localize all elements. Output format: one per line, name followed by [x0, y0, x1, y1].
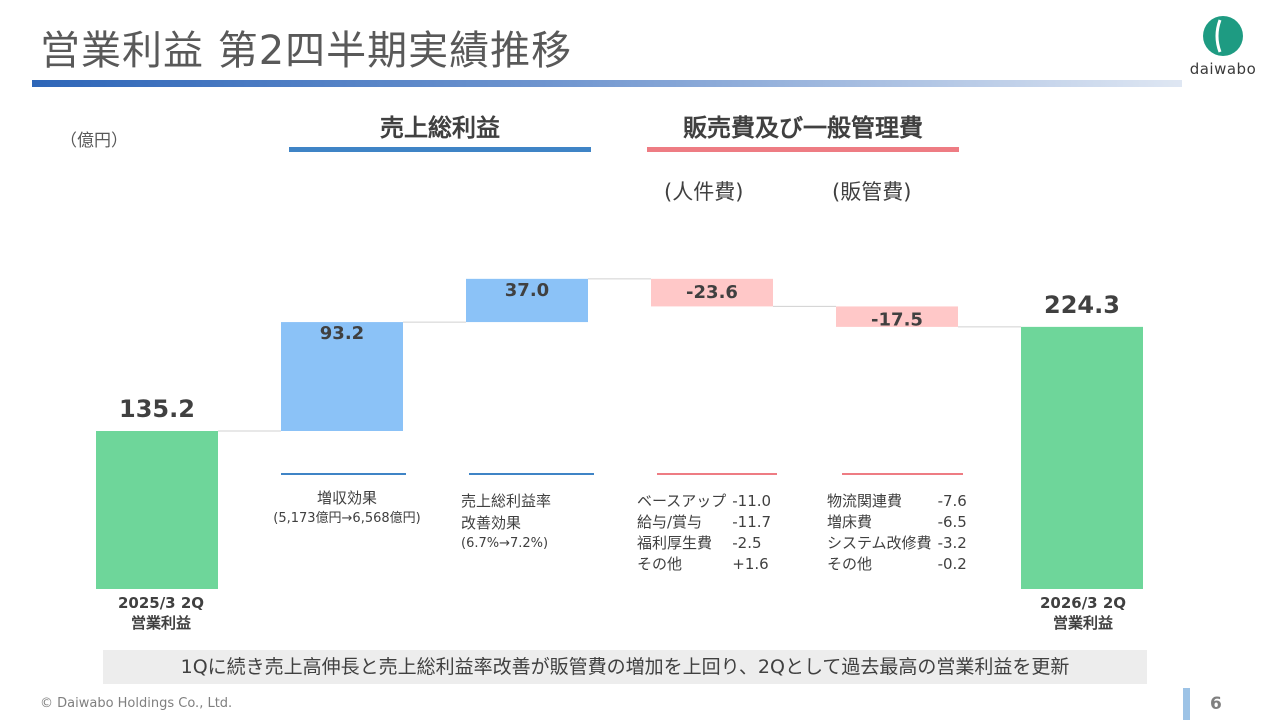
- bar-step: [466, 278, 588, 323]
- section-sga-rule: [647, 147, 959, 152]
- category-start-line1: 2025/3 2Q: [117, 594, 205, 612]
- title-underline: [32, 80, 1182, 87]
- section-gross-profit-heading: 売上総利益: [380, 114, 500, 142]
- bar-step-value-label: -17.5: [871, 309, 923, 330]
- margin-effect-note: 売上総利益率 改善効果 (6.7%→7.2%): [461, 490, 551, 554]
- summary-banner: 1Qに続き売上高伸長と売上総利益率改善が販管費の増加を上回り、2Qとして過去最高…: [103, 650, 1147, 684]
- sga-breakdown-row: 物流関連費 -7.6: [827, 491, 978, 512]
- margin-effect-line2: 改善効果: [461, 514, 522, 532]
- personnel-breakdown-value: +1.6: [732, 555, 769, 573]
- section-sga-heading: 販売費及び一般管理費: [683, 114, 923, 142]
- sga-personnel-heading: (人件費): [664, 180, 744, 204]
- sga-breakdown-item: その他: [827, 555, 873, 573]
- bar-end-value-label: 224.3: [1044, 291, 1120, 319]
- personnel-breakdown-row: その他 +1.6: [637, 554, 782, 575]
- page-title: 営業利益 第2四半期実績推移: [40, 28, 573, 74]
- bar-step-value-label: 37.0: [505, 280, 549, 301]
- sga-breakdown-table: 物流関連費 -7.6 増床費 -6.5 システム改修費 -3.2 その他 -0.2: [827, 491, 978, 575]
- bar-step: [651, 278, 773, 307]
- logo-text: daiwabo: [1189, 60, 1257, 78]
- personnel-breakdown-item: 福利厚生費: [637, 534, 713, 552]
- personnel-breakdown-row: ベースアップ -11.0: [637, 491, 782, 512]
- personnel-breakdown-value: -11.0: [732, 492, 772, 510]
- margin-effect-detail: (6.7%→7.2%): [461, 536, 549, 551]
- bar-start: [96, 431, 218, 589]
- category-start-line2: 営業利益: [130, 614, 191, 632]
- revenue-effect-detail: (5,173億円→6,568億円): [273, 511, 421, 526]
- sga-breakdown-value: -7.6: [937, 492, 967, 510]
- bar-step: [836, 306, 958, 327]
- revenue-effect-note: 増収効果 (5,173億円→6,568億円): [262, 487, 432, 529]
- sga-sales-heading: (販管費): [832, 180, 912, 204]
- personnel-breakdown-row: 福利厚生費 -2.5: [637, 533, 782, 554]
- unit-label: （億円）: [60, 131, 128, 151]
- section-gross-profit-rule: [289, 147, 591, 152]
- sga-breakdown-row: 増床費 -6.5: [827, 512, 978, 533]
- bar-step: [281, 322, 403, 431]
- bar-step-value-label: -23.6: [686, 282, 738, 303]
- bar-start-value-label: 135.2: [119, 395, 195, 423]
- category-start-label: 2025/3 2Q 営業利益: [95, 593, 227, 633]
- sga-breakdown-value: -3.2: [937, 534, 967, 552]
- sga-breakdown-row: その他 -0.2: [827, 554, 978, 575]
- page-number-accent: [1183, 688, 1190, 720]
- waterfall-chart: 135.2 93.2 37.0 -23.6 -17.5 224.3: [96, 278, 1143, 589]
- revenue-effect-title: 増収効果: [316, 489, 377, 507]
- sga-breakdown-item: 物流関連費: [827, 492, 903, 510]
- category-end-line1: 2026/3 2Q: [1039, 594, 1127, 612]
- copyright-footer: © Daiwabo Holdings Co., Ltd.: [40, 696, 233, 711]
- personnel-breakdown-table: ベースアップ -11.0 給与/賞与 -11.7 福利厚生費 -2.5 その他 +1.6: [637, 491, 782, 575]
- personnel-breakdown-value: -2.5: [732, 534, 762, 552]
- company-logo: daiwabo: [1178, 14, 1268, 84]
- sga-breakdown-value: -0.2: [937, 555, 967, 573]
- personnel-breakdown-item: その他: [637, 555, 683, 573]
- sga-breakdown-item: システム改修費: [827, 534, 932, 552]
- personnel-breakdown-item: 給与/賞与: [637, 513, 703, 531]
- personnel-breakdown-item: ベースアップ: [637, 492, 727, 510]
- sga-breakdown-value: -6.5: [937, 513, 967, 531]
- margin-effect-line1: 売上総利益率: [461, 492, 552, 510]
- page-number: 6: [1210, 694, 1222, 714]
- logo-mark-icon: [1203, 16, 1243, 56]
- bar-step-value-label: 93.2: [320, 323, 364, 344]
- personnel-breakdown-row: 給与/賞与 -11.7: [637, 512, 782, 533]
- category-end-line2: 営業利益: [1052, 614, 1113, 632]
- sga-breakdown-item: 増床費: [827, 513, 873, 531]
- sga-breakdown-row: システム改修費 -3.2: [827, 533, 978, 554]
- personnel-breakdown-value: -11.7: [732, 513, 772, 531]
- category-end-label: 2026/3 2Q 営業利益: [1017, 593, 1149, 633]
- bar-end: [1021, 326, 1143, 589]
